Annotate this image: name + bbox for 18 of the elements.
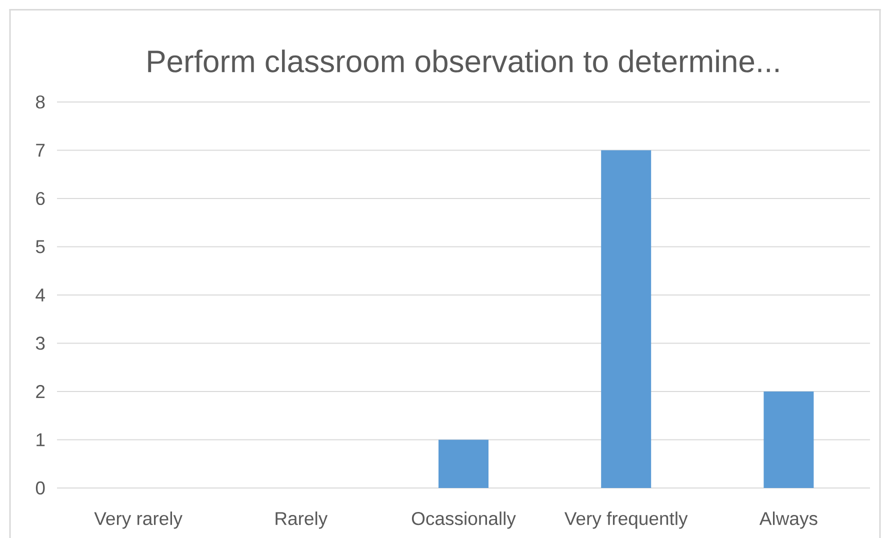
bar bbox=[438, 440, 488, 488]
y-tick-label: 3 bbox=[36, 336, 45, 350]
bar bbox=[764, 391, 814, 488]
y-tick-label: 4 bbox=[36, 288, 45, 302]
y-tick-label: 5 bbox=[36, 240, 45, 254]
y-tick-label: 0 bbox=[36, 481, 45, 495]
y-tick-label: 7 bbox=[36, 144, 45, 157]
x-tick-label: Ocassionally bbox=[412, 512, 516, 529]
x-tick-label: Rarely bbox=[276, 512, 328, 529]
x-tick-label: Always bbox=[759, 512, 818, 529]
y-tick-label: 6 bbox=[36, 192, 45, 206]
y-tick-label: 1 bbox=[36, 433, 45, 446]
bar bbox=[601, 150, 652, 488]
chart-title: Perform classroom observation to determine... bbox=[148, 50, 778, 72]
y-tick-label: 2 bbox=[36, 385, 45, 398]
x-tick-label: Very frequently bbox=[564, 512, 688, 529]
x-tick-label: Very rarely bbox=[94, 512, 182, 529]
y-tick-label: 8 bbox=[36, 95, 45, 109]
